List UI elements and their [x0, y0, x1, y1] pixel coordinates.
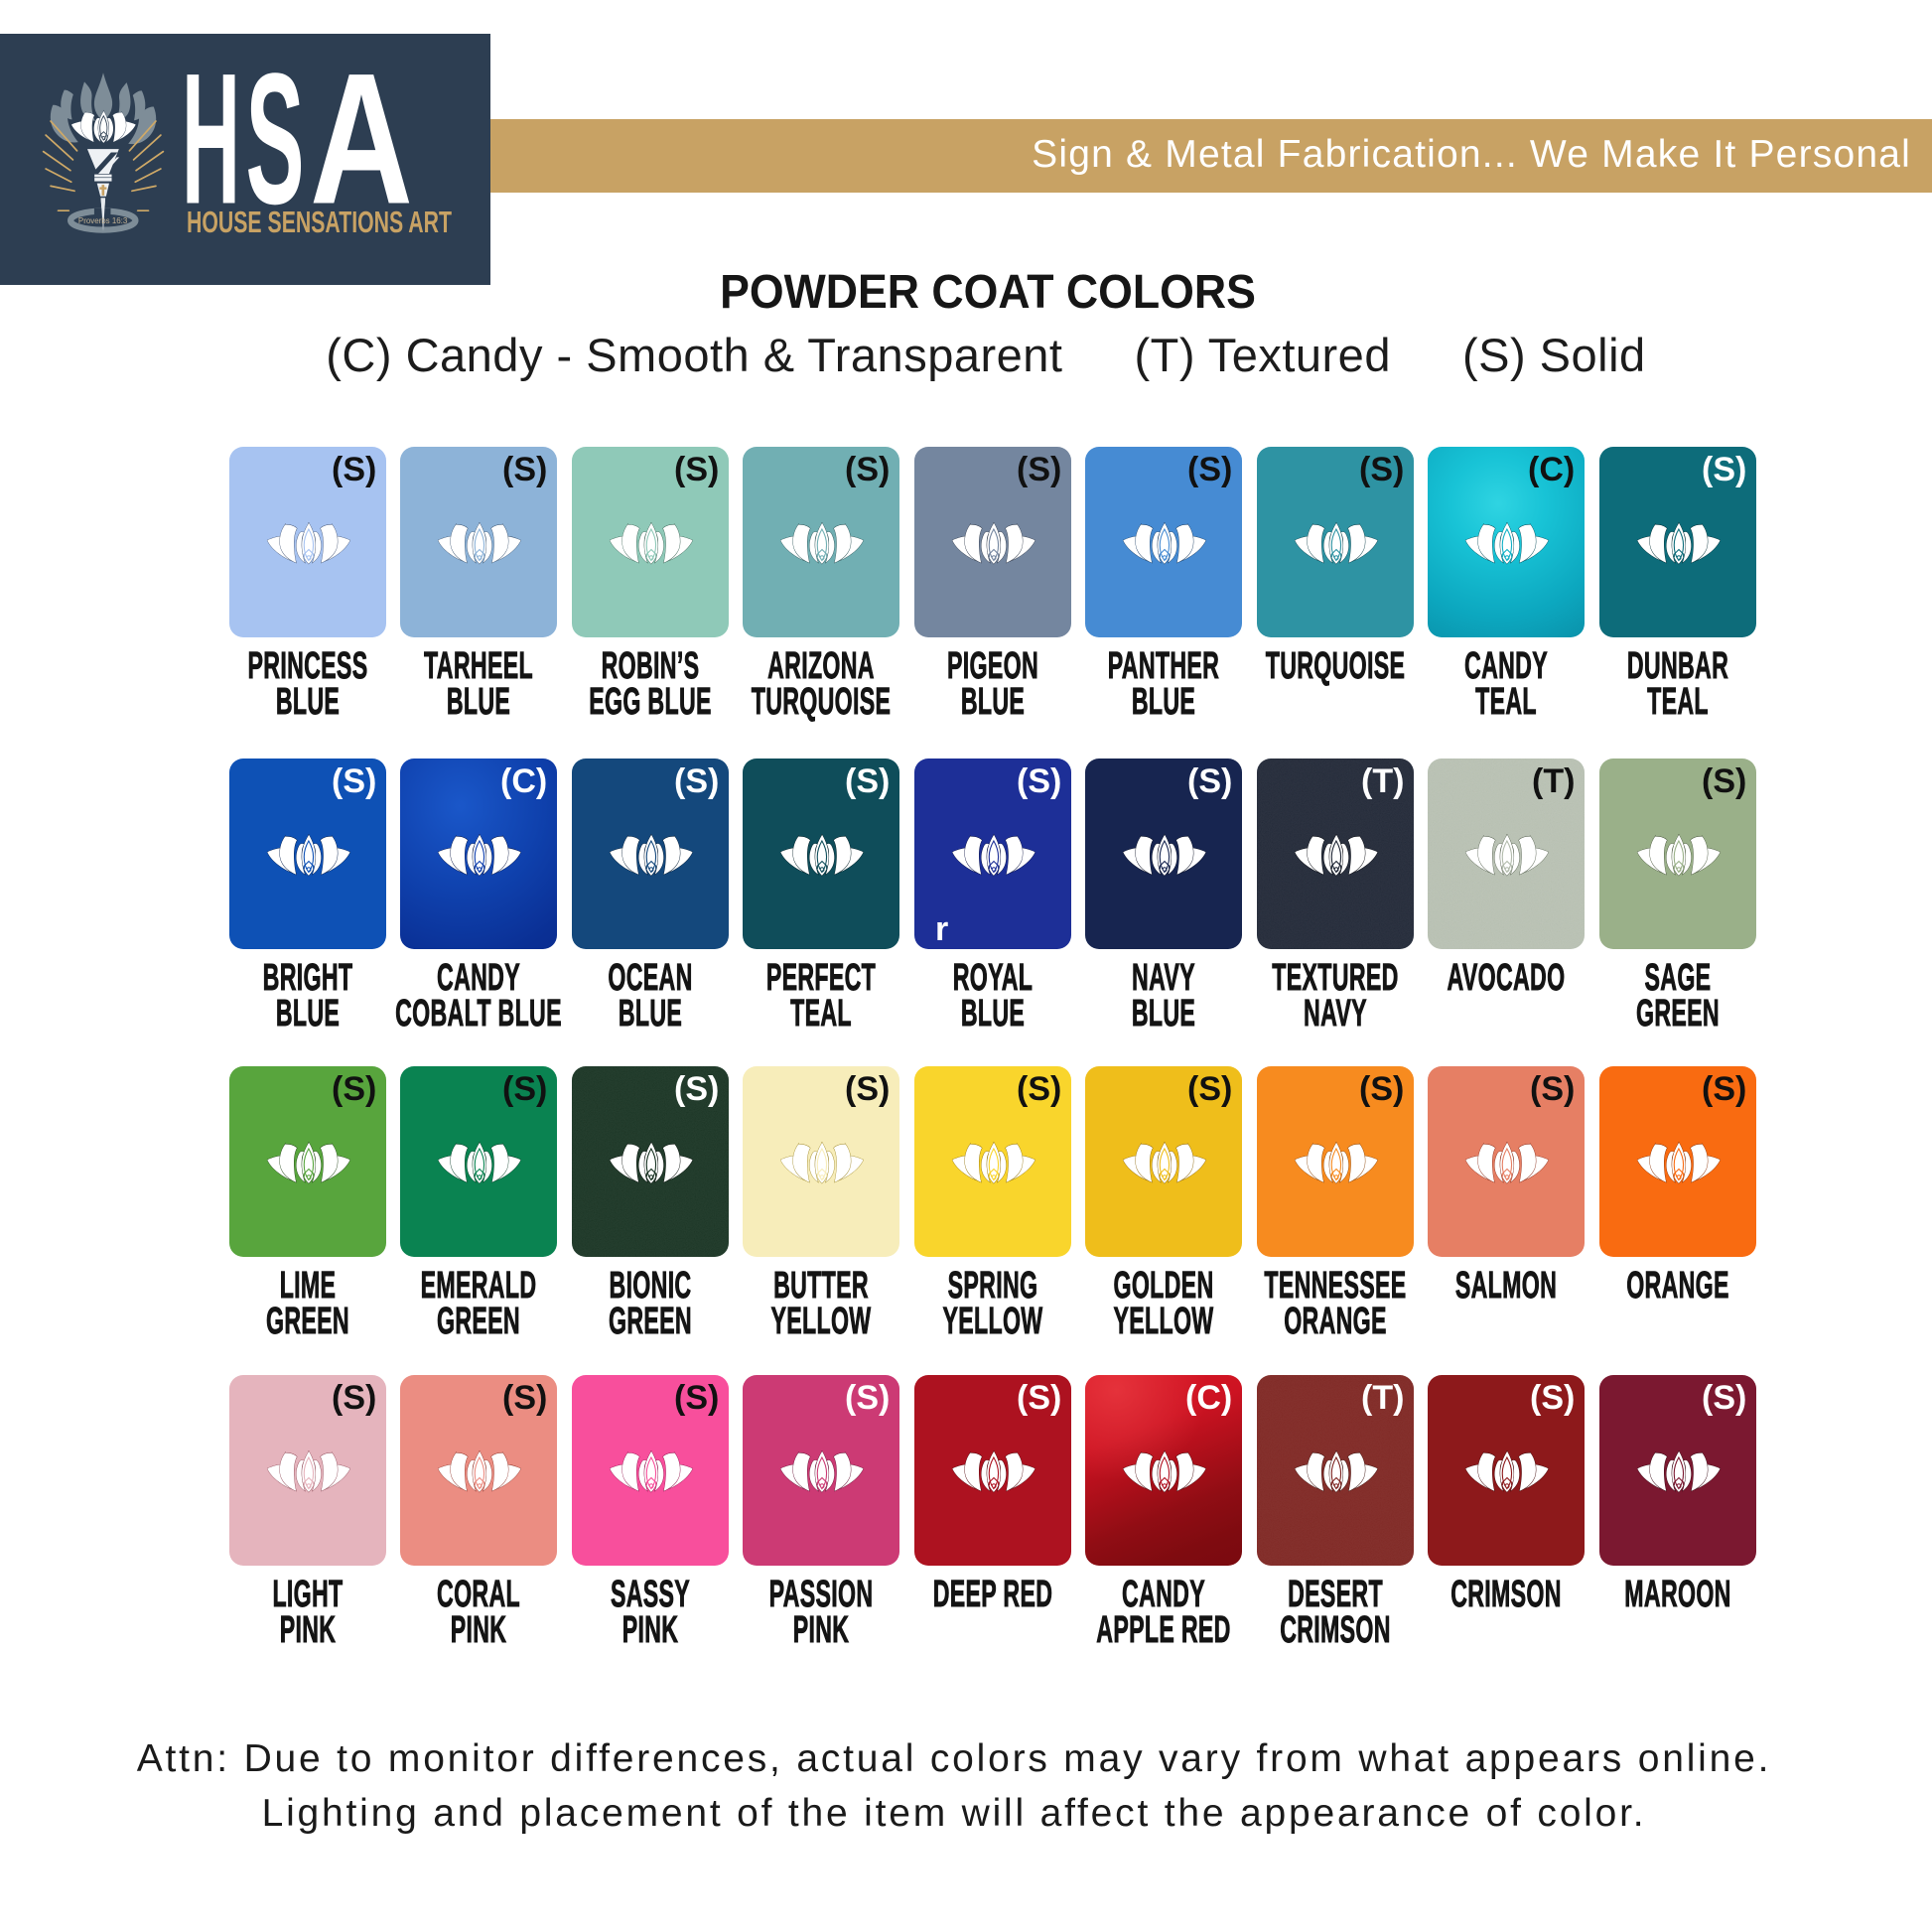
- svg-text:Proverbs 16:3: Proverbs 16:3: [78, 216, 128, 225]
- svg-text:S: S: [246, 35, 305, 243]
- svg-text:H: H: [182, 35, 240, 243]
- svg-text:A: A: [310, 35, 413, 243]
- svg-text:HOUSE SENSATIONS ART: HOUSE SENSATIONS ART: [187, 210, 452, 233]
